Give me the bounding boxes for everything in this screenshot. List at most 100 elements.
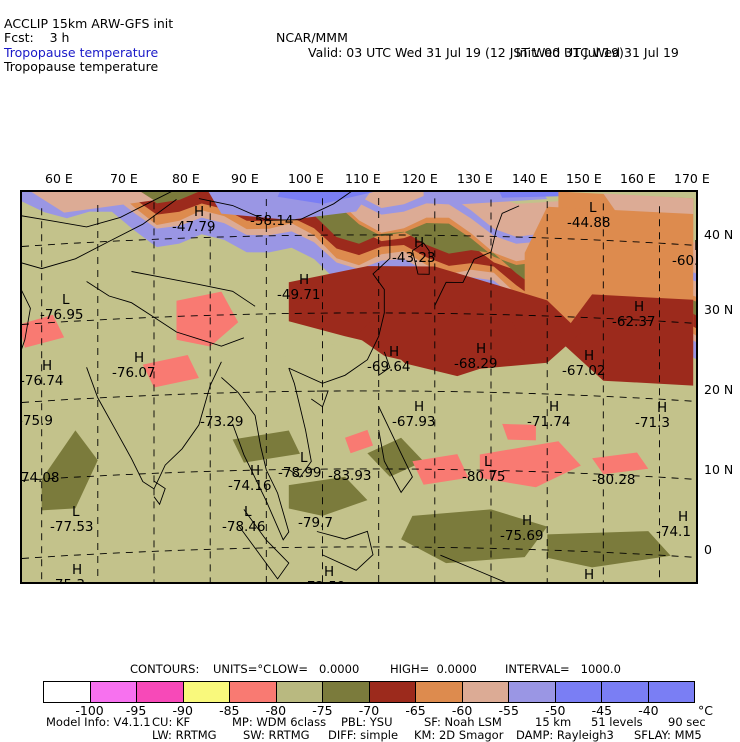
high-center-marker: H <box>389 344 400 360</box>
header-row-4: Tropopause temperature <box>4 46 740 73</box>
contour-value-label: -74.1 <box>656 524 691 540</box>
high-center-marker: H <box>414 235 425 251</box>
valid-time: Valid: 03 UTC Wed 31 Jul 19 (12 JST Wed … <box>308 44 624 60</box>
chart-header: ACCLIP 15km ARW-GFS init NCAR/MMM Init: … <box>4 2 740 74</box>
colorbar-tick-label: -40 <box>638 703 659 718</box>
colorbar-unit-label: °C <box>698 703 713 718</box>
contour-value-label: -80.75 <box>462 469 506 485</box>
field-name-secondary: Tropopause temperature <box>4 59 159 74</box>
contour-value-label: -43.23 <box>392 250 436 266</box>
high-center-marker: H <box>134 350 145 366</box>
contour-value-label: -68.29 <box>454 356 498 372</box>
colorbar-swatch <box>462 682 509 702</box>
lon-tick-label: 70 E <box>110 171 138 186</box>
high-center-marker: H <box>694 238 696 254</box>
contour-value-label: -75.69 <box>500 528 544 544</box>
low-center-marker: L <box>589 200 597 216</box>
colorbar-tick-label: -65 <box>405 703 426 718</box>
colorbar-swatch <box>137 682 184 702</box>
contour-value-label: -77.53 <box>50 519 94 535</box>
model-info-item: LW: RRTMG <box>152 727 217 742</box>
contour-value-label: -73.29 <box>200 414 244 430</box>
colorbar-tick-label: -55 <box>498 703 519 718</box>
lon-tick-label: 100 E <box>288 171 324 186</box>
contour-value-label: -79.7 <box>298 515 333 531</box>
contour-value-label: -80.28 <box>592 472 636 488</box>
high-center-marker: H <box>250 463 261 479</box>
high-center-marker: H <box>657 400 668 416</box>
low-center-marker: L <box>300 450 308 466</box>
high-center-marker: H <box>584 348 595 364</box>
lat-tick-label: 40 N <box>704 227 734 242</box>
contour-value-label: -60.8 <box>672 253 698 269</box>
contours-label: CONTOURS: <box>130 662 200 676</box>
colorbar-swatch <box>90 682 137 702</box>
contour-value-label: -74.08 <box>20 470 60 486</box>
colorbar-tick-label: -45 <box>591 703 613 718</box>
colorbar-swatch <box>369 682 416 702</box>
colorbar-swatch <box>648 682 694 702</box>
contour-value-label: -67.93 <box>392 414 436 430</box>
map-frame: H-47.79-58.14H-43.23L-44.88H-60.8H-49.71… <box>20 190 698 584</box>
field-name-primary: Tropopause temperature <box>4 44 159 60</box>
lon-tick-label: 130 E <box>457 171 493 186</box>
colorbar-swatch <box>416 682 463 702</box>
model-title: ACCLIP 15km ARW-GFS init <box>4 15 174 31</box>
high-label: HIGH= 0.0000 <box>390 662 477 676</box>
contour-value-label: -44.88 <box>567 215 611 231</box>
colorbar-tick-label: -75 <box>312 703 333 718</box>
lon-tick-label: 120 E <box>402 171 438 186</box>
lon-tick-label: 90 E <box>231 171 259 186</box>
graticule-parallel <box>22 546 696 559</box>
init-time: Init: 00 UTC Wed 31 Jul 19 <box>516 44 679 60</box>
model-info-item: SF: Noah LSM <box>424 715 502 729</box>
center-label: NCAR/MMM <box>276 30 348 45</box>
model-info-item: DIFF: simple <box>328 727 399 742</box>
colorbar-tick-label: -95 <box>125 703 147 718</box>
high-center-marker: H <box>584 567 595 583</box>
colorbar-swatch <box>230 682 277 702</box>
low-center-marker: L <box>62 292 70 308</box>
low-center-marker: L <box>244 504 252 520</box>
contour-value-label: -75.3 <box>50 577 85 582</box>
model-info-item: SW: RRTMG <box>243 727 310 742</box>
colorbar-swatch <box>602 682 649 702</box>
model-info-item: CU: KF <box>152 715 191 729</box>
colorbar-tick-label: -50 <box>545 703 566 718</box>
colorbar-tick-label: -90 <box>172 703 193 718</box>
contour-value-label: -76.07 <box>112 365 156 381</box>
colorbar-tick-label: -85 <box>219 703 240 718</box>
lat-tick-label: 10 N <box>704 462 734 477</box>
colorbar-title: CONTOURS: UNITS=°C LOW= 0.0000 HIGH= 0.0… <box>0 662 740 678</box>
high-center-marker: H <box>549 399 560 415</box>
interval-label: INTERVAL= 1000.0 <box>505 662 621 676</box>
header-row-3: Tropopause temperature <box>4 31 740 59</box>
contour-value-label: -75.9 <box>20 413 53 429</box>
colorbar-tick-label: -70 <box>358 703 380 718</box>
high-center-marker: H <box>476 341 487 357</box>
lat-tick-label: 0 <box>704 542 712 557</box>
lon-tick-label: 170 E <box>674 171 710 186</box>
lat-tick-label: 20 N <box>704 382 734 397</box>
latitude-axis: 40 N 30 N 20 N 10 N 0 <box>700 190 740 584</box>
colorbar-swatch <box>555 682 602 702</box>
model-info-item: MP: WDM 6class <box>232 715 327 729</box>
model-info-row-2: LW: RRTMG SW: RRTMG DIFF: simple KM: 2D Sma… <box>0 727 740 742</box>
contour-value-label: -74.16 <box>228 478 272 494</box>
high-center-marker: H <box>299 272 310 288</box>
graticule-parallel <box>22 234 696 247</box>
low-label: LOW= 0.0000 <box>272 662 360 676</box>
colorbar-swatch <box>323 682 370 702</box>
model-info-block: Model Info: V4.1.1 CU: KF MP: WDM 6class PB… <box>0 716 740 741</box>
contour-value-label: -49.71 <box>277 287 321 303</box>
lon-tick-label: 160 E <box>620 171 656 186</box>
temperature-colorbar <box>43 681 695 703</box>
contour-value-label: -67.02 <box>562 363 606 379</box>
model-info-item: KM: 2D Smagor <box>414 727 504 742</box>
high-center-marker: H <box>72 562 83 578</box>
lon-tick-label: 110 E <box>345 171 381 186</box>
forecast-hour: Fcst: 3 h <box>4 30 70 45</box>
high-center-marker: H <box>522 513 533 529</box>
contour-value-label: -78.99 <box>278 465 322 481</box>
contour-value-label: -71.3 <box>635 415 670 431</box>
